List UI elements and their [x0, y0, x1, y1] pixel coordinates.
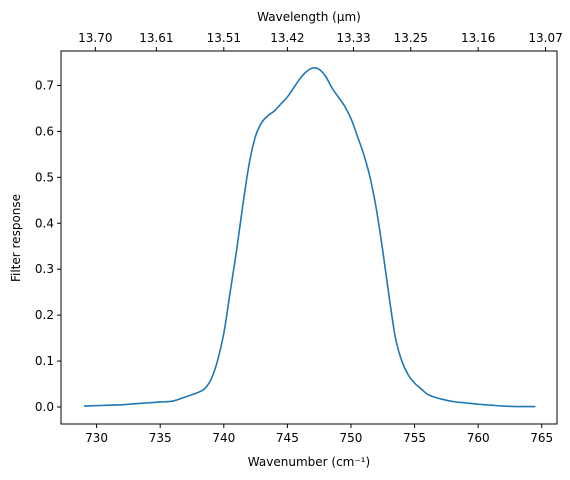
x-tick-label: 730 — [85, 431, 108, 445]
top-tick-label: 13.70 — [78, 31, 112, 45]
top-tick-label: 13.25 — [394, 31, 428, 45]
y-tick-label: 0.0 — [35, 400, 54, 414]
x-tick-label: 745 — [276, 431, 299, 445]
plot-frame — [60, 50, 558, 425]
y-tick-label: 0.7 — [35, 78, 54, 92]
y-tick-label: 0.4 — [35, 216, 54, 230]
y-tick-label: 0.2 — [35, 308, 54, 322]
y-tick-label: 0.1 — [35, 354, 54, 368]
x-tick-label: 735 — [149, 431, 172, 445]
plot-area — [61, 51, 557, 424]
top-tick-label: 13.51 — [207, 31, 241, 45]
x-tick-label: 755 — [403, 431, 426, 445]
x-axis-label: Wavenumber (cm⁻¹) — [248, 455, 370, 469]
y-axis-label: Filter response — [9, 194, 23, 282]
top-tick-label: 13.42 — [270, 31, 304, 45]
x-tick-label: 760 — [467, 431, 490, 445]
x-tick-label: 750 — [340, 431, 363, 445]
top-tick-label: 13.07 — [528, 31, 562, 45]
y-tick-label: 0.6 — [35, 124, 54, 138]
x-tick-label: 765 — [530, 431, 553, 445]
top-tick-label: 13.61 — [139, 31, 173, 45]
y-tick-label: 0.5 — [35, 170, 54, 184]
x-tick-label: 740 — [212, 431, 235, 445]
series-line — [83, 67, 536, 408]
top-axis-label: Wavelength (μm) — [257, 10, 361, 24]
top-tick-label: 13.16 — [461, 31, 495, 45]
top-tick-label: 13.33 — [336, 31, 370, 45]
y-tick-label: 0.3 — [35, 262, 54, 276]
